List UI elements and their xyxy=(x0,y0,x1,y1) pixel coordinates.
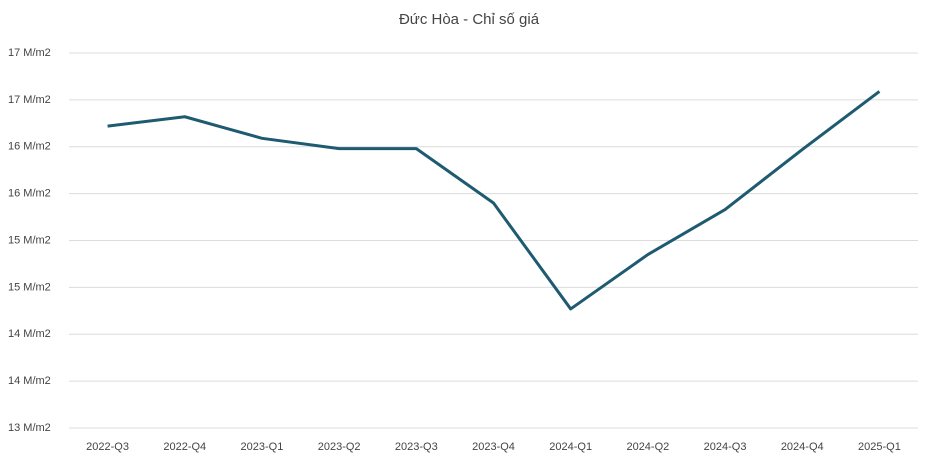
x-tick-label: 2024-Q4 xyxy=(781,441,824,453)
y-tick-label: 14 M/m2 xyxy=(8,375,51,387)
chart-title: Đức Hòa - Chỉ số giá xyxy=(399,11,540,28)
x-tick-label: 2023-Q3 xyxy=(395,441,438,453)
y-tick-label: 16 M/m2 xyxy=(8,188,51,200)
y-tick-label: 15 M/m2 xyxy=(8,234,51,246)
y-tick-label: 14 M/m2 xyxy=(8,328,51,340)
x-tick-label: 2023-Q4 xyxy=(472,441,515,453)
y-tick-label: 16 M/m2 xyxy=(8,141,51,153)
y-tick-label: 17 M/m2 xyxy=(8,47,51,59)
x-tick-label: 2022-Q4 xyxy=(163,441,206,453)
x-tick-label: 2024-Q3 xyxy=(704,441,747,453)
x-tick-label: 2024-Q2 xyxy=(626,441,669,453)
x-tick-label: 2023-Q2 xyxy=(318,441,361,453)
y-tick-label: 17 M/m2 xyxy=(8,94,51,106)
y-tick-label: 15 M/m2 xyxy=(8,281,51,293)
y-tick-label: 13 M/m2 xyxy=(8,422,51,434)
x-tick-label: 2023-Q1 xyxy=(241,441,284,453)
x-tick-label: 2022-Q3 xyxy=(86,441,129,453)
x-tick-label: 2025-Q1 xyxy=(858,441,901,453)
series-line xyxy=(107,90,881,311)
x-tick-label: 2024-Q1 xyxy=(549,441,592,453)
